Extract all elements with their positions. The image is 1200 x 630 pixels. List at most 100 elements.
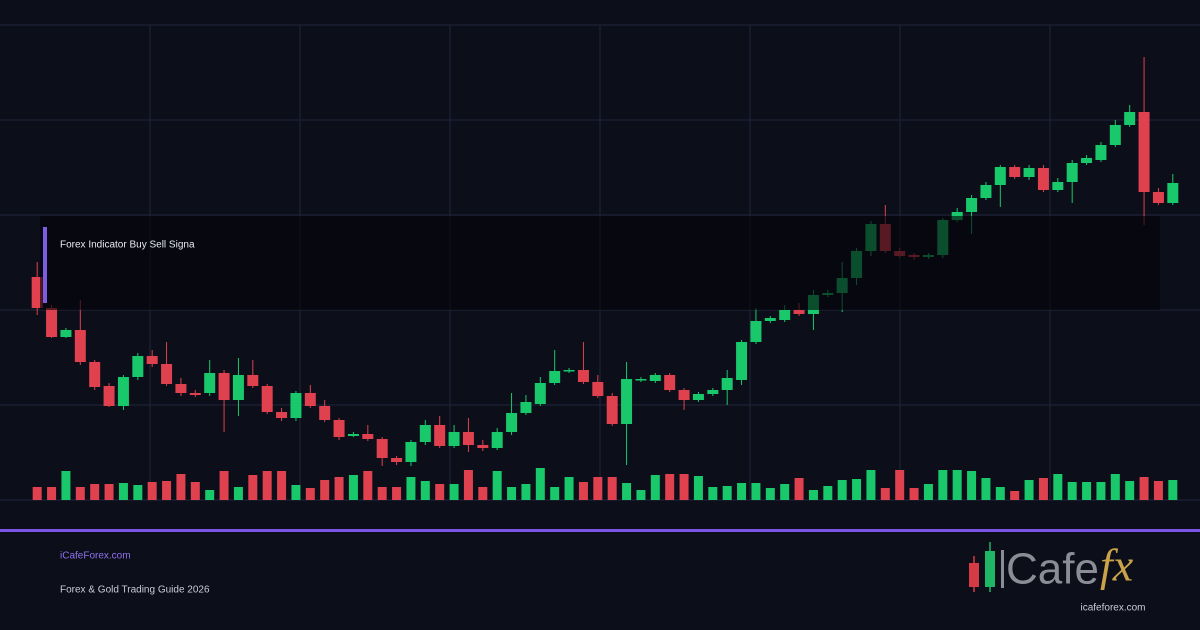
volume-bar: [607, 477, 617, 500]
volume-bar: [90, 484, 100, 500]
candle-body: [261, 386, 273, 412]
volume-bar: [909, 488, 919, 500]
volume-bar: [895, 470, 905, 500]
volume-bar: [205, 490, 215, 500]
candle-body: [333, 420, 345, 437]
candle-body: [520, 402, 532, 413]
volume-bar: [406, 477, 416, 500]
candle-body: [247, 375, 259, 386]
volume-bar: [1067, 482, 1077, 500]
volume-bar: [377, 487, 387, 500]
candle-body: [290, 393, 302, 418]
logo-word: Cafe: [1006, 545, 1099, 594]
volume-bar: [334, 477, 344, 500]
logo-candle: [969, 563, 979, 587]
candle-body: [707, 390, 719, 394]
volume-bar: [550, 487, 560, 500]
volume-bar: [794, 478, 804, 500]
volume-bar: [650, 475, 660, 500]
volume-bar: [780, 484, 790, 500]
candle-body: [750, 321, 762, 342]
candle-body: [60, 330, 72, 337]
volume-bar: [348, 475, 358, 500]
candle-body: [232, 375, 244, 400]
volume-bar: [463, 470, 473, 500]
logo-accent: fx: [1100, 540, 1134, 591]
volume-bar: [981, 478, 991, 500]
candle-body: [1095, 145, 1107, 160]
candle-body: [204, 373, 216, 393]
volume-bar: [219, 471, 229, 500]
logo-url: icafeforex.com: [1080, 603, 1145, 614]
candle-body: [74, 330, 86, 362]
volume-bar: [737, 483, 747, 500]
volume-bar: [708, 487, 718, 500]
candle-body: [1009, 167, 1021, 177]
volume-bar: [808, 490, 818, 500]
candle-body: [391, 458, 403, 462]
volume-bar: [636, 490, 646, 500]
candle-body: [1066, 163, 1078, 182]
divider: [0, 529, 1200, 532]
candle-body: [966, 198, 978, 212]
candle-body: [621, 379, 633, 424]
volume-bar: [1053, 474, 1063, 500]
footer-tagline: Forex & Gold Trading Guide 2026: [60, 585, 210, 596]
candle-body: [276, 412, 288, 418]
volume-bar: [118, 483, 128, 500]
candle-body: [534, 383, 546, 404]
candle-body: [103, 386, 115, 406]
candle-body: [319, 406, 331, 420]
volume-bar: [1082, 482, 1092, 500]
volume-bar: [967, 471, 977, 500]
candle-body: [793, 310, 805, 314]
volume-bar: [521, 484, 531, 500]
candle-body: [161, 364, 173, 384]
volume-bar: [938, 470, 948, 500]
candle-body: [506, 413, 518, 432]
candle-body: [347, 434, 359, 436]
volume-bar: [866, 470, 876, 500]
volume-bar: [880, 488, 890, 500]
volume-bar: [190, 482, 200, 500]
candle-body: [592, 382, 604, 396]
volume-bar: [952, 470, 962, 500]
candle-body: [1023, 168, 1035, 177]
volume-bar: [693, 476, 703, 500]
candle-body: [117, 377, 129, 406]
volume-bar: [248, 475, 258, 500]
logo-bar: [1001, 550, 1004, 588]
volume-bar: [392, 487, 402, 500]
volume-bar: [492, 471, 502, 500]
volume-bar: [837, 480, 847, 500]
candle-body: [664, 375, 676, 390]
candle-body: [1081, 158, 1093, 163]
candle-body: [46, 308, 58, 337]
volume-bar: [1139, 477, 1149, 500]
logo: Cafe fx icafeforex.com: [969, 540, 1146, 614]
volume-bar: [435, 484, 445, 500]
volume-bar: [1010, 491, 1020, 500]
volume-bar: [622, 483, 632, 500]
volume-bar: [1038, 478, 1048, 500]
candle-body: [549, 371, 561, 383]
candle-body: [649, 375, 661, 381]
volume-bar: [176, 474, 186, 500]
volume-bar: [478, 487, 488, 500]
volume-bar: [765, 488, 775, 500]
candle-body: [376, 439, 388, 458]
volume-bar: [823, 486, 833, 500]
volume-bar: [75, 487, 85, 500]
volume-bar: [923, 484, 933, 500]
candle-body: [1037, 168, 1049, 190]
volume-bar: [363, 471, 373, 500]
candle-body: [189, 393, 201, 395]
candle-body: [994, 167, 1006, 185]
candle-body: [1167, 183, 1179, 203]
volume-bar: [507, 487, 517, 500]
volume-bar: [449, 484, 459, 500]
volume-bar: [1168, 480, 1178, 500]
volume-bar: [47, 487, 57, 500]
volume-bar: [564, 477, 574, 500]
